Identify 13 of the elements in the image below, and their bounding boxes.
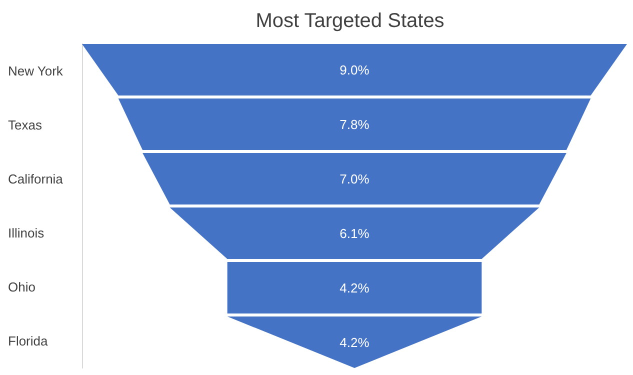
category-label: New York [8, 64, 64, 78]
data-label: 4.2% [340, 334, 370, 350]
data-label: 6.1% [340, 226, 370, 241]
category-label: Ohio [8, 280, 36, 294]
data-label: 7.8% [340, 116, 370, 132]
category-label: Florida [8, 334, 49, 348]
category-label: Illinois [8, 226, 45, 240]
data-label: 7.0% [340, 171, 370, 186]
category-label: California [8, 172, 64, 186]
data-label: 4.2% [340, 280, 370, 296]
data-label: 9.0% [340, 62, 370, 78]
text: Most Targeted States [256, 10, 444, 32]
category-label: Texas [8, 118, 42, 132]
